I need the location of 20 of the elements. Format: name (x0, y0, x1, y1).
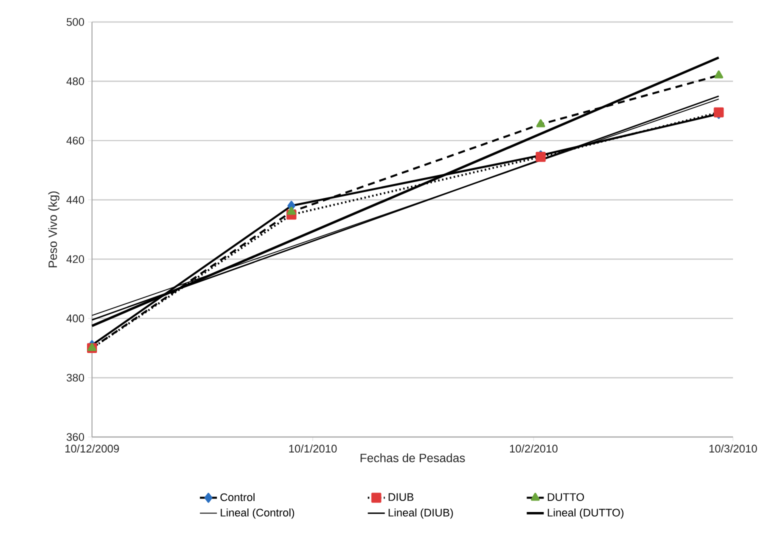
x-tick-label: 10/12/2009 (65, 444, 119, 453)
x-tick-label: 10/2/2010 (510, 444, 558, 453)
y-tick-label: 420 (66, 255, 84, 264)
y-tick-label: 360 (66, 433, 84, 441)
y-tick-label: 480 (66, 77, 84, 86)
y-tick-label: 400 (66, 314, 84, 322)
y-axis-title: Peso Vivo (kg) (48, 192, 60, 268)
legend-label: Control (220, 493, 254, 502)
legend-label: Lineal (DIUB) (388, 508, 453, 519)
legend-label: DIUB (388, 493, 414, 501)
y-tick-label: 500 (66, 18, 84, 26)
y-tick-label: 440 (66, 196, 84, 204)
legend-label: Lineal (DUTTO) (548, 508, 624, 519)
x-axis-title: Fechas de Pesadas (360, 453, 465, 462)
y-tick-label: 460 (66, 136, 84, 144)
x-tick-label: 10/1/2010 (289, 444, 337, 453)
legend-label: DUTTO (548, 493, 584, 501)
y-tick-label: 380 (66, 374, 84, 382)
x-tick-label: 10/3/2010 (709, 444, 757, 453)
legend-label: Lineal (Control) (220, 508, 294, 519)
